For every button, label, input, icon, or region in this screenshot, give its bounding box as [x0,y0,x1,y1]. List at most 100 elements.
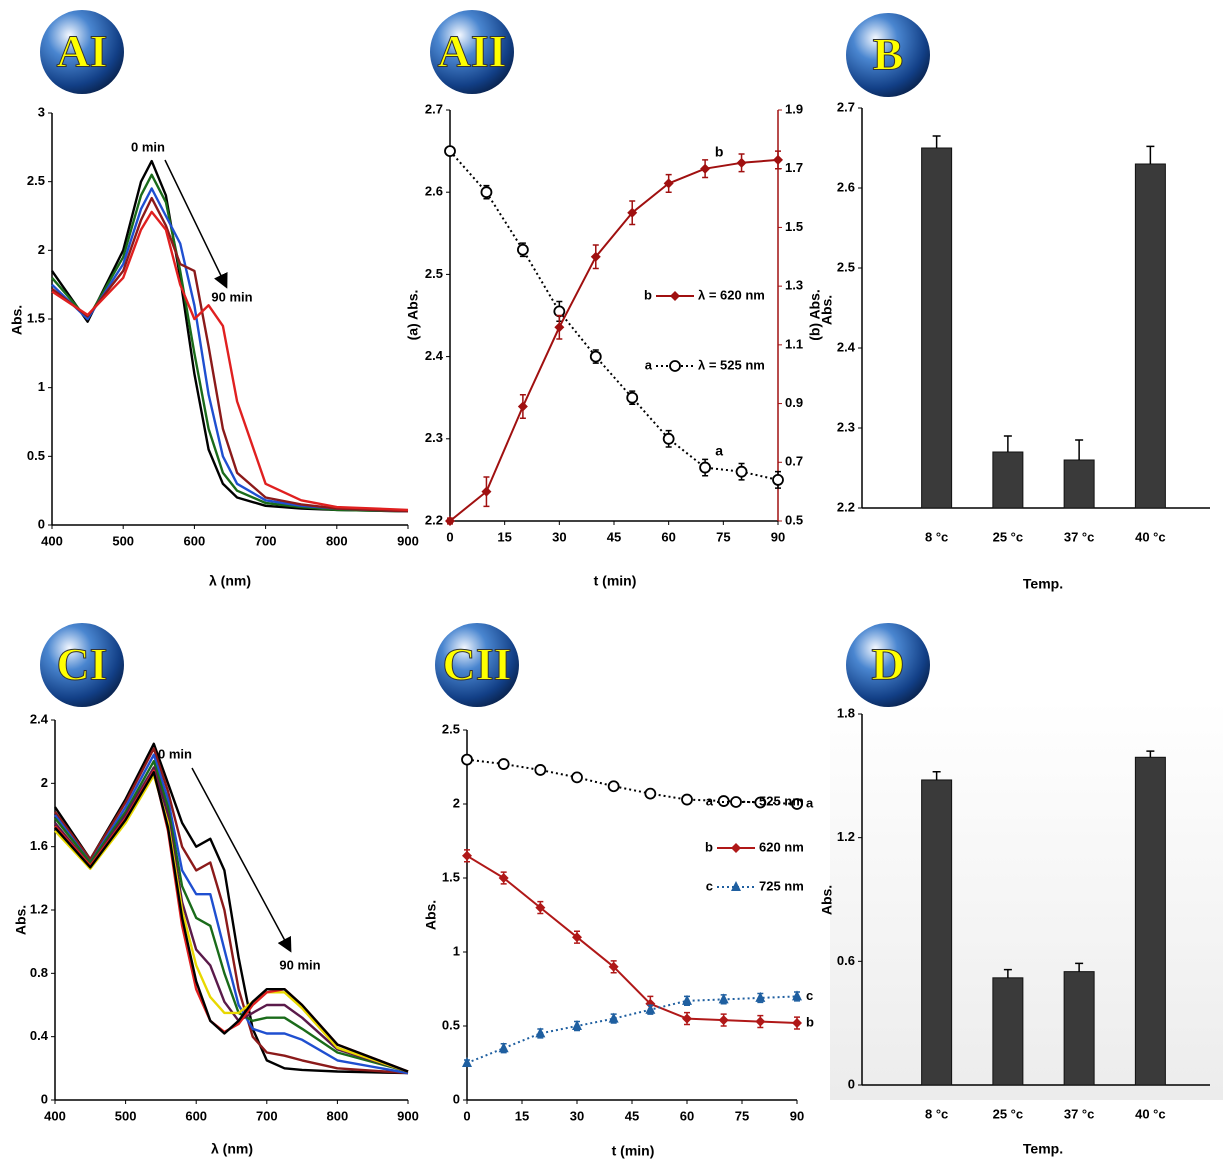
data-point [535,902,546,913]
data-point [755,1016,766,1027]
series-end-label: c [806,988,813,1003]
y-tick-label: 2.3 [425,430,443,445]
y2-tick-label: 0.9 [785,395,803,410]
annotation-arrow [164,159,228,289]
x-tick-label: 700 [256,1108,278,1123]
data-point [718,1015,729,1026]
x-tick-label: 700 [255,533,277,548]
bar [992,977,1024,1086]
legend-label: 725 nm [759,878,804,893]
data-point [589,350,602,363]
x-tick-label: 900 [397,533,419,548]
x-tick-label: 400 [44,1108,66,1123]
series-line [54,771,409,1073]
series-line [54,742,409,1075]
y2-tick-label: 1.7 [785,160,803,175]
y-tick-label: 2.5 [442,721,460,736]
x-tick-label: 15 [515,1108,529,1123]
data-point [462,850,472,861]
data-point [773,154,783,165]
y-tick-label: 2.6 [425,184,443,199]
data-point [516,243,529,256]
data-point [700,163,711,174]
data-point [736,157,747,168]
panel-label: AII [437,26,506,77]
series-line [51,196,409,513]
y-tick-label: 0.5 [442,1017,460,1032]
x-tick-label: 90 [771,529,785,544]
y-tick-label: 0 [848,1076,855,1091]
error-bar [1075,962,1084,972]
panel-badge [435,623,519,707]
x-tick-label: 60 [680,1108,694,1123]
x-axis-label: Temp. [1023,1141,1063,1157]
y-tick-label: 2.6 [837,179,855,194]
x-tick-label: 25 °c [993,529,1024,544]
panel-badge [40,10,124,94]
y-tick-label: 3 [38,104,45,119]
error-bar [932,770,941,780]
legend-letter: b [644,287,652,302]
data-point [681,793,693,806]
panel-label: B [873,29,904,80]
bar [1134,163,1166,509]
x-tick-label: 400 [41,533,63,548]
panel-label: CI [56,639,107,690]
bar [1063,971,1095,1086]
legend-marker [670,291,680,301]
error-bar [1075,439,1084,460]
series-end-label: a [715,442,723,458]
panel-badge [846,13,930,97]
x-tick-label: 8 °c [925,529,948,544]
y2-tick-label: 1.9 [785,101,803,116]
y2-axis-label: (b) Abs. [807,289,823,341]
x-tick-label: 800 [326,533,348,548]
series-line [54,747,409,1075]
panel-label: D [871,639,904,690]
annotation: 90 min [211,289,252,304]
data-point [572,1020,582,1030]
series-line [51,210,409,512]
bar [921,147,953,509]
bar [921,779,953,1086]
series-line [466,995,798,1064]
data-point [590,251,601,262]
legend-letter: b [705,839,713,854]
x-tick-label: 30 [552,529,566,544]
series-line [449,158,779,522]
panel-label: AI [56,26,107,77]
y-tick-label: 0 [453,1091,460,1106]
legend-letter: a [706,793,714,808]
x-tick-label: 15 [497,529,511,544]
y2-tick-label: 0.7 [785,454,803,469]
y-tick-label: 2.3 [837,419,855,434]
data-point [699,461,712,474]
data-point [755,991,766,1002]
y-axis-label: Abs. [13,905,29,935]
data-point [645,1003,656,1014]
y-tick-label: 2.5 [27,173,45,188]
legend-marker [730,796,742,808]
x-tick-label: 500 [115,1108,137,1123]
y2-tick-label: 1.3 [785,278,803,293]
y-tick-label: 1.8 [837,705,855,720]
x-axis-label: Temp. [1023,576,1063,592]
data-point [626,391,639,404]
x-tick-label: 45 [607,529,621,544]
y-tick-label: 1 [453,943,460,958]
x-tick-label: 60 [661,529,675,544]
error-bar [1003,435,1012,452]
x-axis-label: λ (nm) [209,573,251,589]
y-axis-label: Abs. [423,900,439,930]
error-bar [1146,145,1155,164]
data-point [791,798,803,810]
legend-marker [669,360,681,372]
y-tick-label: 2 [41,775,48,790]
annotation: 90 min [279,957,320,972]
x-tick-label: 0 [463,1108,470,1123]
data-point [682,994,692,1005]
y-tick-label: 1.5 [442,869,460,884]
data-point [498,873,509,883]
y-tick-label: 1.6 [30,838,48,853]
annotation-arrow [191,767,292,953]
